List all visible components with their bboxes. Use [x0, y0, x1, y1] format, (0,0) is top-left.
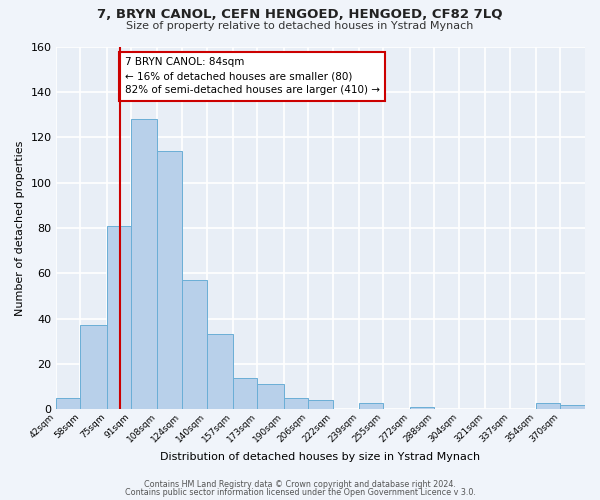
Bar: [359, 402, 383, 409]
Text: 7 BRYN CANOL: 84sqm
← 16% of detached houses are smaller (80)
82% of semi-detach: 7 BRYN CANOL: 84sqm ← 16% of detached ho…: [125, 58, 380, 96]
Bar: [284, 398, 308, 409]
Bar: [107, 226, 131, 410]
X-axis label: Distribution of detached houses by size in Ystrad Mynach: Distribution of detached houses by size …: [160, 452, 481, 462]
Bar: [257, 384, 284, 409]
Bar: [131, 119, 157, 410]
Bar: [80, 326, 107, 409]
Bar: [410, 407, 434, 410]
Bar: [182, 280, 206, 409]
Bar: [560, 405, 585, 409]
Bar: [536, 402, 560, 409]
Bar: [56, 398, 80, 409]
Bar: [308, 400, 333, 409]
Text: Size of property relative to detached houses in Ystrad Mynach: Size of property relative to detached ho…: [127, 21, 473, 31]
Bar: [206, 334, 233, 409]
Text: Contains HM Land Registry data © Crown copyright and database right 2024.: Contains HM Land Registry data © Crown c…: [144, 480, 456, 489]
Text: 7, BRYN CANOL, CEFN HENGOED, HENGOED, CF82 7LQ: 7, BRYN CANOL, CEFN HENGOED, HENGOED, CF…: [97, 8, 503, 20]
Y-axis label: Number of detached properties: Number of detached properties: [15, 140, 25, 316]
Bar: [233, 378, 257, 410]
Text: Contains public sector information licensed under the Open Government Licence v : Contains public sector information licen…: [125, 488, 475, 497]
Bar: [157, 151, 182, 409]
